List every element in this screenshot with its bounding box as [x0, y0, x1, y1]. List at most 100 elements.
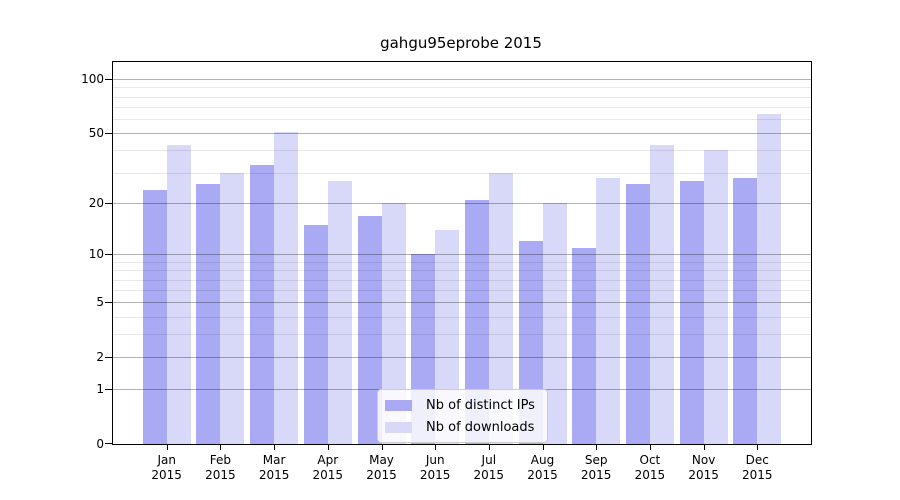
major-gridline — [113, 133, 811, 135]
x-tick-month: Mar — [262, 453, 286, 467]
bar-distinct-ips-mar — [250, 165, 275, 444]
y-tick-label: 1 — [96, 382, 104, 397]
x-tick-year: 2015 — [205, 468, 236, 482]
bar-distinct-ips-oct — [625, 183, 650, 444]
minor-gridline — [113, 119, 811, 120]
x-tick-mark — [381, 444, 383, 450]
y-tick-label: 100 — [81, 72, 104, 87]
x-tick-label-aug: Aug 2015 — [513, 453, 573, 483]
x-tick-label-jul: Jul 2015 — [459, 453, 519, 483]
bar-downloads-nov — [703, 150, 728, 444]
y-tick-mark — [105, 79, 112, 81]
bar-distinct-ips-apr — [303, 224, 328, 444]
x-tick-year: 2015 — [151, 468, 182, 482]
x-tick-year: 2015 — [742, 468, 773, 482]
x-tick-month: May — [369, 453, 394, 467]
x-tick-month: Jul — [481, 453, 497, 467]
bar-downloads-jan — [166, 144, 191, 444]
minor-gridline — [113, 279, 811, 281]
x-tick-mark — [327, 444, 329, 450]
x-tick-month: Aug — [530, 453, 555, 467]
bar-downloads-mar — [274, 131, 299, 444]
x-tick-year: 2015 — [580, 468, 612, 482]
legend: Nb of distinct IPs Nb of downloads — [377, 389, 548, 443]
x-tick-mark — [166, 444, 168, 450]
major-gridline — [113, 79, 811, 81]
legend-item-downloads: Nb of downloads — [385, 418, 535, 436]
x-tick-mark — [649, 444, 651, 450]
y-tick-mark — [105, 443, 112, 444]
x-tick-label-jan: Jan 2015 — [137, 453, 197, 483]
x-tick-mark — [435, 444, 437, 450]
bar-downloads-apr — [327, 180, 352, 444]
minor-gridline — [113, 290, 811, 292]
y-tick-mark — [105, 389, 112, 391]
x-tick-year: 2015 — [473, 468, 505, 482]
x-tick-mark — [757, 444, 759, 450]
legend-swatch-distinct-ips — [385, 399, 412, 411]
x-tick-label-sep: Sep 2015 — [566, 453, 626, 483]
minor-gridline — [113, 270, 811, 272]
y-tick-label: 0 — [96, 437, 104, 451]
bar-downloads-dec — [757, 114, 782, 444]
y-tick-label: 20 — [88, 196, 104, 211]
x-tick-year: 2015 — [688, 468, 719, 482]
bar-distinct-ips-jan — [142, 189, 167, 444]
bar-downloads-oct — [649, 144, 674, 444]
y-tick-mark — [105, 133, 112, 135]
x-tick-month: Feb — [209, 453, 232, 467]
x-tick-mark — [542, 444, 544, 450]
x-tick-month: Apr — [317, 453, 339, 467]
x-tick-month: Dec — [745, 453, 769, 467]
x-tick-year: 2015 — [527, 468, 558, 482]
x-tick-year: 2015 — [419, 468, 451, 482]
x-tick-month: Jun — [425, 453, 445, 467]
bar-distinct-ips-nov — [679, 180, 704, 444]
x-tick-label-oct: Oct 2015 — [620, 453, 680, 483]
x-tick-label-dec: Dec 2015 — [727, 453, 787, 483]
chart-title: gahgu95eprobe 2015 — [380, 34, 542, 52]
y-tick-label: 50 — [88, 126, 104, 141]
x-tick-mark — [703, 444, 705, 450]
bar-downloads-sep — [596, 177, 621, 444]
x-tick-label-apr: Apr 2015 — [298, 453, 358, 483]
minor-gridline — [113, 172, 811, 174]
x-tick-month: Sep — [584, 453, 608, 467]
y-tick-label: 10 — [88, 247, 104, 262]
minor-gridline — [113, 262, 811, 263]
major-gridline — [113, 254, 811, 256]
minor-gridline — [113, 107, 811, 108]
y-tick-mark — [105, 254, 112, 256]
x-tick-label-nov: Nov 2015 — [674, 453, 734, 483]
y-tick-mark — [105, 302, 112, 304]
minor-gridline — [113, 150, 811, 152]
y-tick-label: 2 — [96, 350, 104, 365]
x-tick-label-jun: Jun 2015 — [405, 453, 465, 483]
bar-distinct-ips-dec — [733, 177, 758, 444]
x-tick-year: 2015 — [312, 468, 344, 482]
x-tick-label-may: May 2015 — [352, 453, 412, 483]
x-tick-month: Oct — [639, 453, 661, 467]
bar-downloads-feb — [220, 172, 245, 444]
x-tick-mark — [274, 444, 276, 450]
major-gridline — [113, 203, 811, 205]
y-tick-mark — [105, 203, 112, 205]
minor-gridline — [113, 316, 811, 318]
x-tick-month: Jan — [157, 453, 176, 467]
x-tick-label-feb: Feb 2015 — [190, 453, 250, 483]
x-tick-mark — [596, 444, 598, 450]
plot-area — [105, 61, 812, 450]
x-tick-month: Nov — [691, 453, 716, 467]
bar-distinct-ips-feb — [196, 183, 221, 444]
legend-label: Nb of downloads — [426, 419, 535, 435]
legend-label: Nb of distinct IPs — [426, 397, 535, 413]
x-tick-year: 2015 — [258, 468, 290, 482]
x-tick-label-mar: Mar 2015 — [244, 453, 304, 483]
legend-swatch-downloads — [385, 421, 412, 433]
y-tick-mark — [105, 357, 112, 359]
x-tick-year: 2015 — [366, 468, 397, 482]
y-tick-label: 5 — [96, 295, 104, 310]
x-tick-mark — [488, 444, 490, 450]
x-tick-year: 2015 — [634, 468, 666, 482]
